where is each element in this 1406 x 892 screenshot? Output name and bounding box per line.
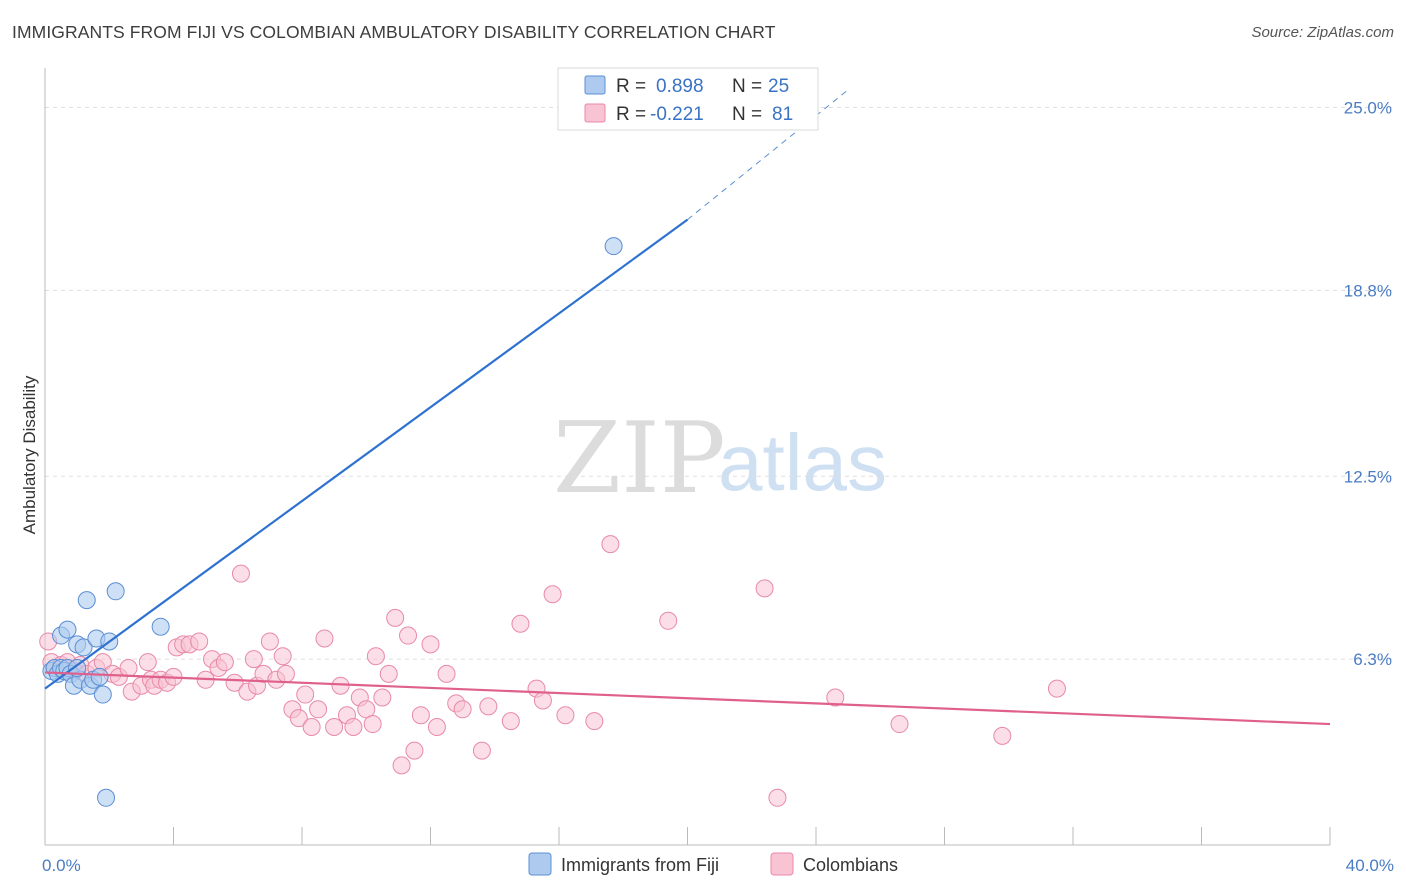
colombians-point: [289, 709, 308, 728]
colombians-point: [411, 706, 430, 725]
fiji-point: [68, 659, 87, 677]
colombians-point: [543, 585, 562, 604]
colombians-point: [344, 718, 363, 736]
colombians-point: [993, 726, 1012, 745]
x-tick-label-min: 0.0%: [42, 856, 81, 875]
colombians-point: [501, 712, 520, 731]
colombians-point: [244, 650, 263, 669]
colombians-point: [768, 788, 787, 807]
colombians-point: [296, 685, 315, 704]
colombians-point: [276, 664, 295, 683]
x-tick-label-max: 40.0%: [1346, 856, 1394, 875]
bottom-legend-label-colombians: Colombians: [803, 855, 898, 875]
legend-swatch-colombians: [584, 103, 606, 123]
colombians-point: [386, 608, 405, 627]
watermark-atlas: atlas: [718, 418, 887, 507]
fiji-point: [93, 685, 112, 704]
colombians-point: [331, 676, 350, 695]
colombians-trend-line: [44, 671, 1331, 726]
colombians-point: [533, 691, 552, 710]
colombians-point: [437, 664, 456, 683]
y-tick-label: 18.8%: [1344, 281, 1392, 300]
colombians-point: [325, 718, 344, 736]
colombians-point: [556, 706, 575, 725]
colombians-point: [1047, 679, 1066, 698]
colombians-point: [601, 535, 620, 554]
colombians-point: [392, 756, 411, 775]
legend-r-value-colombians: -0.221: [650, 104, 704, 125]
y-axis-label: Ambulatory Disability: [20, 375, 39, 534]
colombians-point: [427, 718, 446, 736]
legend-r-label-fiji: R =: [616, 76, 646, 97]
colombians-point: [231, 564, 250, 583]
bottom-legend-swatch-colombians: [770, 852, 794, 876]
fiji-trend-line: [44, 218, 689, 690]
watermark: ZIP atlas: [553, 402, 887, 516]
axes: [44, 68, 1331, 846]
colombians-point: [366, 647, 385, 666]
colombians-point: [119, 659, 138, 677]
legend-n-label-colombians: N =: [732, 104, 762, 125]
x-tick-labels: 0.0% 40.0%: [42, 856, 1394, 875]
fiji-point: [151, 617, 170, 636]
fiji-point: [97, 788, 116, 807]
colombians-point: [373, 688, 392, 707]
colombians-point: [273, 647, 292, 666]
y-tick-labels: 6.3% 12.5% 18.8% 25.0%: [1344, 99, 1392, 670]
colombians-point: [190, 632, 209, 651]
bottom-legend-swatch-fiji: [528, 852, 552, 876]
colombians-point: [659, 611, 678, 630]
colombians-point: [405, 741, 424, 760]
colombians-point: [421, 635, 440, 654]
y-tick-label: 12.5%: [1344, 467, 1392, 486]
colombians-point: [399, 626, 418, 645]
colombians-point: [890, 715, 909, 734]
legend-r-value-fiji: 0.898: [656, 76, 704, 97]
y-tick-label: 6.3%: [1353, 650, 1392, 669]
colombians-point: [511, 614, 530, 633]
colombians-point: [302, 718, 321, 736]
colombians-point: [309, 700, 328, 719]
colombians-point: [215, 653, 234, 672]
fiji-point: [604, 237, 623, 256]
legend-n-value-colombians: 81: [772, 104, 793, 125]
colombians-point: [138, 653, 157, 672]
fiji-point: [74, 638, 93, 657]
fiji-point: [90, 667, 109, 686]
fiji-trend-extension: [687, 89, 849, 220]
colombians-point: [479, 697, 498, 716]
colombians-point: [585, 712, 604, 731]
legend-n-value-fiji: 25: [768, 76, 789, 97]
colombians-point: [379, 664, 398, 683]
fiji-point: [77, 591, 96, 610]
colombians-points: [39, 535, 1066, 807]
gridlines: [45, 107, 1392, 660]
trend-lines: [44, 89, 1331, 726]
legend-r-label-colombians: R =: [616, 104, 646, 125]
colombians-point: [225, 673, 244, 692]
colombians-point: [826, 688, 845, 707]
colombians-point: [453, 700, 472, 719]
source-label: Source: ZipAtlas.com: [1251, 24, 1394, 41]
legend-swatch-fiji: [584, 75, 606, 95]
legend-n-label-fiji: N =: [732, 76, 762, 97]
chart-title: IMMIGRANTS FROM FIJI VS COLOMBIAN AMBULA…: [12, 22, 776, 42]
watermark-zip: ZIP: [553, 402, 726, 516]
bottom-legend-label-fiji: Immigrants from Fiji: [561, 855, 719, 875]
colombians-point: [315, 629, 334, 648]
correlation-legend: R = 0.898 N = 25 R = -0.221 N = 81: [557, 67, 819, 131]
colombians-point: [755, 579, 774, 598]
series-legend: Immigrants from Fiji Colombians: [528, 852, 898, 876]
colombians-point: [472, 741, 491, 760]
colombians-point: [363, 715, 382, 734]
fiji-point: [58, 620, 77, 639]
colombians-point: [260, 632, 279, 651]
y-tick-label: 25.0%: [1344, 99, 1392, 118]
fiji-point: [106, 582, 125, 601]
